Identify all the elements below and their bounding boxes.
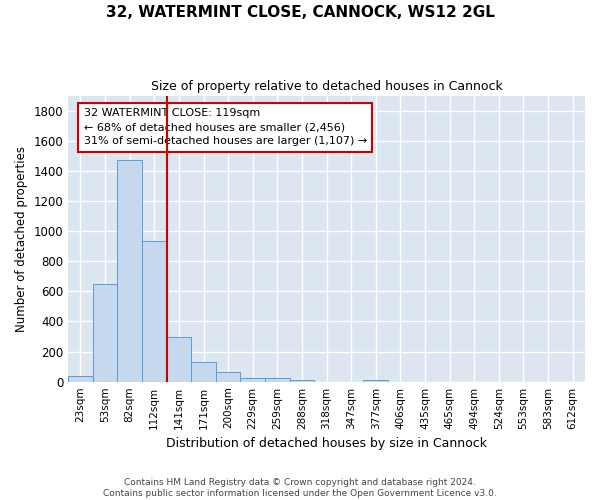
Bar [68,376,93,382]
Bar [241,378,265,382]
Bar [142,241,167,382]
Text: 32 WATERMINT CLOSE: 119sqm
← 68% of detached houses are smaller (2,456)
31% of s: 32 WATERMINT CLOSE: 119sqm ← 68% of deta… [83,108,367,146]
Bar [167,338,191,382]
Y-axis label: Number of detached properties: Number of detached properties [15,146,28,332]
Title: Size of property relative to detached houses in Cannock: Size of property relative to detached ho… [151,80,502,93]
Bar [290,380,314,382]
Bar [118,160,142,382]
Text: Contains HM Land Registry data © Crown copyright and database right 2024.
Contai: Contains HM Land Registry data © Crown c… [103,478,497,498]
Bar [216,372,241,382]
X-axis label: Distribution of detached houses by size in Cannock: Distribution of detached houses by size … [166,437,487,450]
Bar [364,380,388,382]
Text: 32, WATERMINT CLOSE, CANNOCK, WS12 2GL: 32, WATERMINT CLOSE, CANNOCK, WS12 2GL [106,5,494,20]
Bar [265,378,290,382]
Bar [191,362,216,382]
Bar [93,284,118,382]
